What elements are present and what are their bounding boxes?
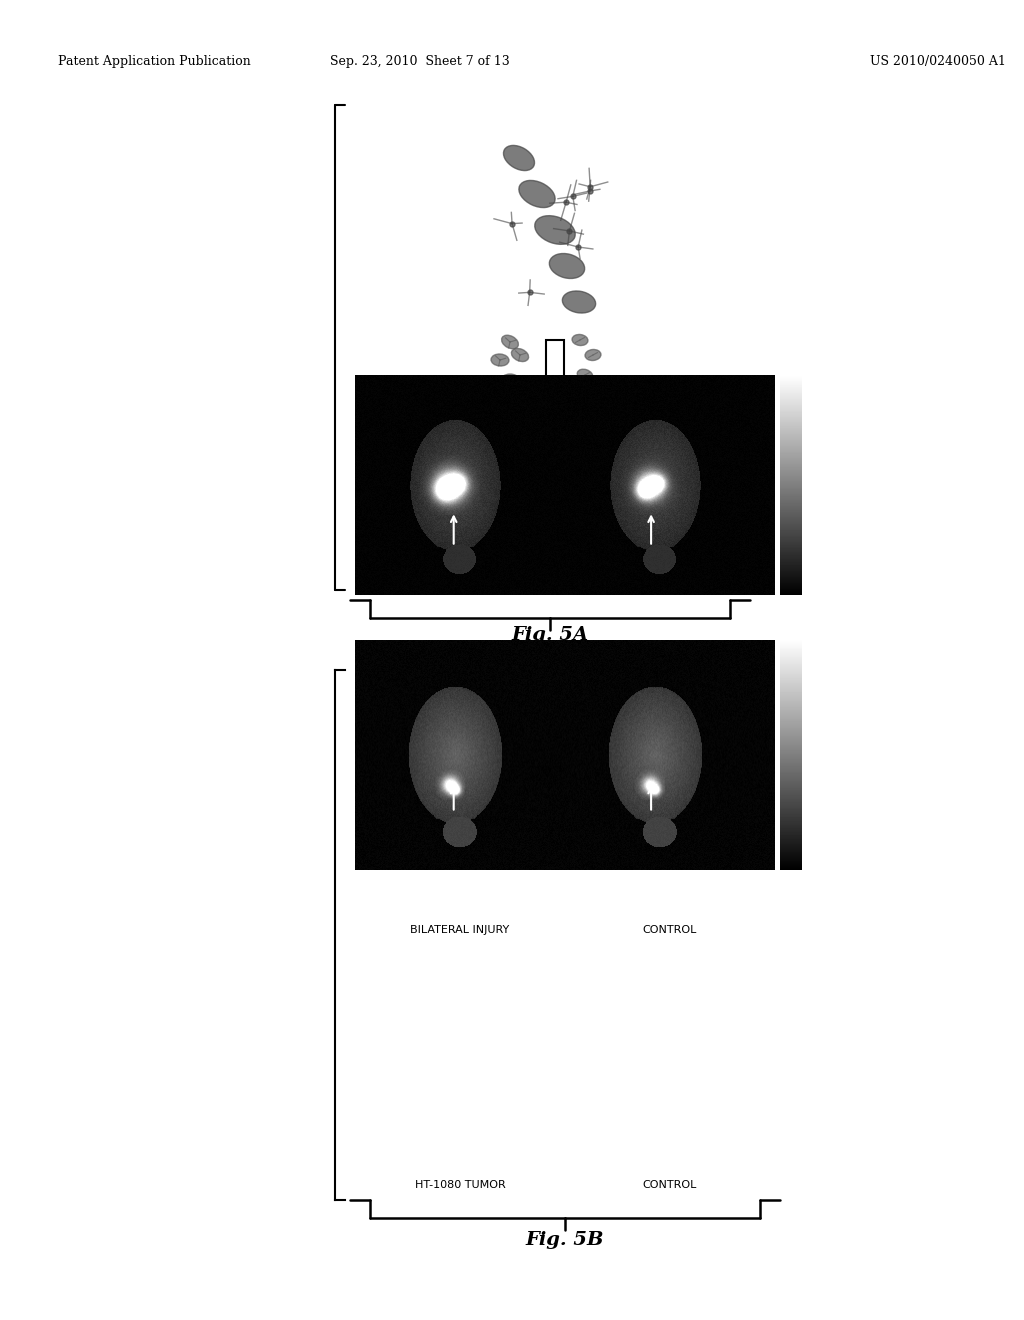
Ellipse shape — [585, 350, 601, 360]
Ellipse shape — [519, 181, 555, 207]
Text: Patent Application Publication: Patent Application Publication — [58, 55, 251, 69]
Ellipse shape — [606, 450, 634, 470]
Ellipse shape — [501, 374, 519, 385]
Ellipse shape — [578, 370, 593, 380]
Ellipse shape — [609, 479, 641, 502]
Text: Fig. 5B: Fig. 5B — [525, 1232, 604, 1249]
Ellipse shape — [511, 348, 528, 362]
Ellipse shape — [504, 145, 535, 170]
Ellipse shape — [502, 335, 518, 348]
Text: US 2010/0240050 A1: US 2010/0240050 A1 — [870, 55, 1006, 69]
FancyArrow shape — [540, 341, 570, 414]
Text: Sep. 23, 2010  Sheet 7 of 13: Sep. 23, 2010 Sheet 7 of 13 — [330, 55, 510, 69]
Text: RENAL
CLEARANCE: RENAL CLEARANCE — [455, 568, 525, 597]
Text: Fig. 5A: Fig. 5A — [511, 626, 589, 644]
Ellipse shape — [604, 539, 626, 552]
Ellipse shape — [492, 354, 509, 366]
Ellipse shape — [607, 511, 633, 529]
Text: RES
CLEARANCE: RES CLEARANCE — [585, 568, 655, 597]
Text: CONTROL: CONTROL — [643, 925, 697, 935]
Ellipse shape — [549, 253, 585, 279]
Text: CONTROL: CONTROL — [643, 1180, 697, 1191]
Text: HT-1080 TUMOR: HT-1080 TUMOR — [415, 1180, 506, 1191]
Ellipse shape — [562, 290, 596, 313]
Ellipse shape — [535, 215, 575, 244]
Text: BILATERAL INJURY: BILATERAL INJURY — [411, 925, 510, 935]
Ellipse shape — [572, 334, 588, 346]
